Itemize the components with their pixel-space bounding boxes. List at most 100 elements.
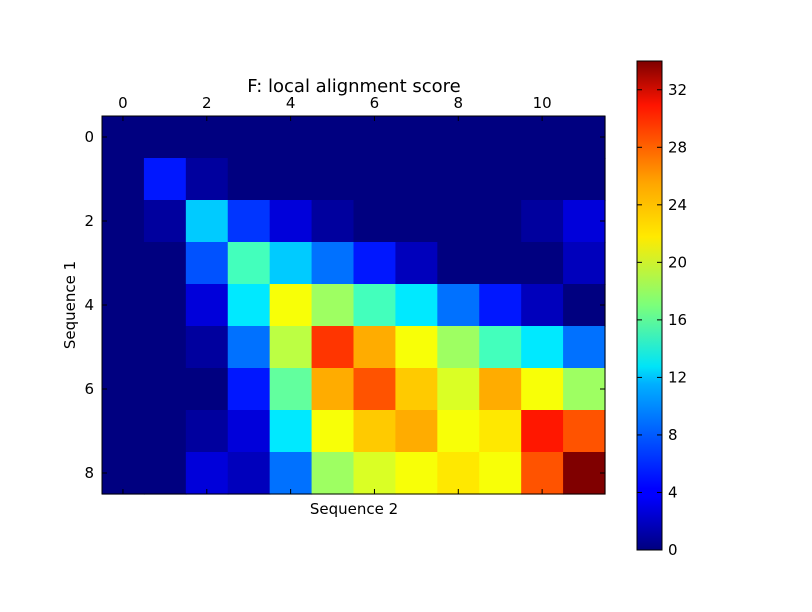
heatmap-cell bbox=[479, 326, 522, 369]
heatmap-cell bbox=[395, 452, 438, 495]
heatmap-cell bbox=[521, 284, 564, 327]
heatmap-cell bbox=[102, 200, 145, 243]
heatmap-cell bbox=[185, 368, 229, 411]
heatmap-cell bbox=[311, 368, 355, 411]
heatmap-cell bbox=[143, 284, 187, 327]
heatmap-cell bbox=[185, 200, 229, 243]
heatmap-cell bbox=[227, 326, 271, 369]
heatmap-cell bbox=[563, 116, 606, 159]
heatmap-cell bbox=[269, 242, 313, 285]
heatmap-cell bbox=[437, 368, 480, 411]
heatmap-cell bbox=[437, 242, 480, 285]
heatmap-cell bbox=[437, 452, 480, 495]
heatmap-cell bbox=[102, 242, 145, 285]
colorbar-ticks: 0 4 8 12 16 20 24 28 32 bbox=[637, 81, 687, 559]
heatmap-cell bbox=[563, 410, 606, 453]
heatmap-cell bbox=[185, 242, 229, 285]
heatmap-cell bbox=[311, 242, 355, 285]
heatmap-cell bbox=[521, 368, 564, 411]
x-tick-label: 8 bbox=[454, 94, 464, 112]
heatmap-cell bbox=[521, 200, 564, 243]
y-tick-label: 4 bbox=[84, 296, 94, 314]
heatmap-cell bbox=[185, 410, 229, 453]
heatmap-cell bbox=[311, 326, 355, 369]
heatmap-cell bbox=[227, 410, 271, 453]
colorbar-tick-label: 4 bbox=[668, 483, 678, 501]
heatmap-cell bbox=[353, 116, 397, 159]
heatmap-cell bbox=[437, 326, 480, 369]
x-tick-label: 0 bbox=[118, 94, 128, 112]
colorbar-tick-label: 24 bbox=[668, 196, 687, 214]
heatmap-cell bbox=[143, 326, 187, 369]
heatmap-cell bbox=[269, 368, 313, 411]
heatmap-cell bbox=[102, 284, 145, 327]
heatmap-cell bbox=[102, 368, 145, 411]
heatmap-cell bbox=[479, 158, 522, 201]
heatmap-cell bbox=[353, 200, 397, 243]
heatmap-cell bbox=[227, 116, 271, 159]
heatmap-cell bbox=[563, 452, 606, 495]
heatmap-cell bbox=[185, 284, 229, 327]
heatmap-cell bbox=[227, 368, 271, 411]
colorbar bbox=[636, 60, 663, 551]
heatmap-cell bbox=[395, 116, 438, 159]
x-axis-label: Sequence 2 bbox=[310, 500, 398, 518]
heatmap-cell bbox=[521, 410, 564, 453]
y-tick-label: 8 bbox=[84, 464, 94, 482]
heatmap-cells bbox=[102, 116, 606, 495]
heatmap-cell bbox=[311, 284, 355, 327]
heatmap-cell bbox=[479, 410, 522, 453]
heatmap-cell bbox=[143, 452, 187, 495]
heatmap-cell bbox=[395, 410, 438, 453]
heatmap-cell bbox=[479, 452, 522, 495]
x-tick-label: 6 bbox=[370, 94, 380, 112]
heatmap-cell bbox=[227, 158, 271, 201]
heatmap-cell bbox=[227, 452, 271, 495]
heatmap-cell bbox=[353, 368, 397, 411]
heatmap-cell bbox=[479, 242, 522, 285]
heatmap-cell bbox=[437, 200, 480, 243]
heatmap-cell bbox=[227, 284, 271, 327]
heatmap-cell bbox=[143, 116, 187, 159]
heatmap-cell bbox=[353, 158, 397, 201]
heatmap-cell bbox=[143, 368, 187, 411]
heatmap-cell bbox=[185, 452, 229, 495]
heatmap-cell bbox=[185, 326, 229, 369]
heatmap-cell bbox=[479, 200, 522, 243]
heatmap-cell bbox=[521, 242, 564, 285]
heatmap-cell bbox=[269, 284, 313, 327]
heatmap-cell bbox=[563, 200, 606, 243]
heatmap-cell bbox=[395, 284, 438, 327]
colorbar-tick-label: 12 bbox=[668, 368, 687, 386]
heatmap-cell bbox=[395, 158, 438, 201]
heatmap-cell bbox=[437, 410, 480, 453]
heatmap-cell bbox=[269, 116, 313, 159]
y-tick-label: 2 bbox=[84, 212, 94, 230]
colorbar-tick-label: 8 bbox=[668, 426, 678, 444]
heatmap-cell bbox=[353, 410, 397, 453]
heatmap-cell bbox=[437, 284, 480, 327]
heatmap-cell bbox=[311, 452, 355, 495]
heatmap-cell bbox=[563, 242, 606, 285]
heatmap-cell bbox=[102, 116, 145, 159]
heatmap-cell bbox=[479, 284, 522, 327]
x-axis-ticks: 0 2 4 6 8 10 bbox=[118, 94, 552, 494]
heatmap-cell bbox=[102, 158, 145, 201]
heatmap-cell bbox=[311, 410, 355, 453]
heatmap-cell bbox=[521, 116, 564, 159]
heatmap-cell bbox=[353, 326, 397, 369]
colorbar-tick-label: 28 bbox=[668, 138, 687, 156]
colorbar-tick-label: 20 bbox=[668, 253, 687, 271]
y-axis-label: Sequence 1 bbox=[61, 261, 79, 349]
x-tick-label: 10 bbox=[533, 94, 552, 112]
heatmap-cell bbox=[269, 452, 313, 495]
heatmap-cell bbox=[185, 116, 229, 159]
heatmap-cell bbox=[185, 158, 229, 201]
heatmap-cell bbox=[563, 326, 606, 369]
heatmap-cell bbox=[269, 326, 313, 369]
heatmap-cell bbox=[311, 116, 355, 159]
colorbar-tick-label: 16 bbox=[668, 311, 687, 329]
heatmap-cell bbox=[102, 326, 145, 369]
heatmap-cell bbox=[479, 116, 522, 159]
